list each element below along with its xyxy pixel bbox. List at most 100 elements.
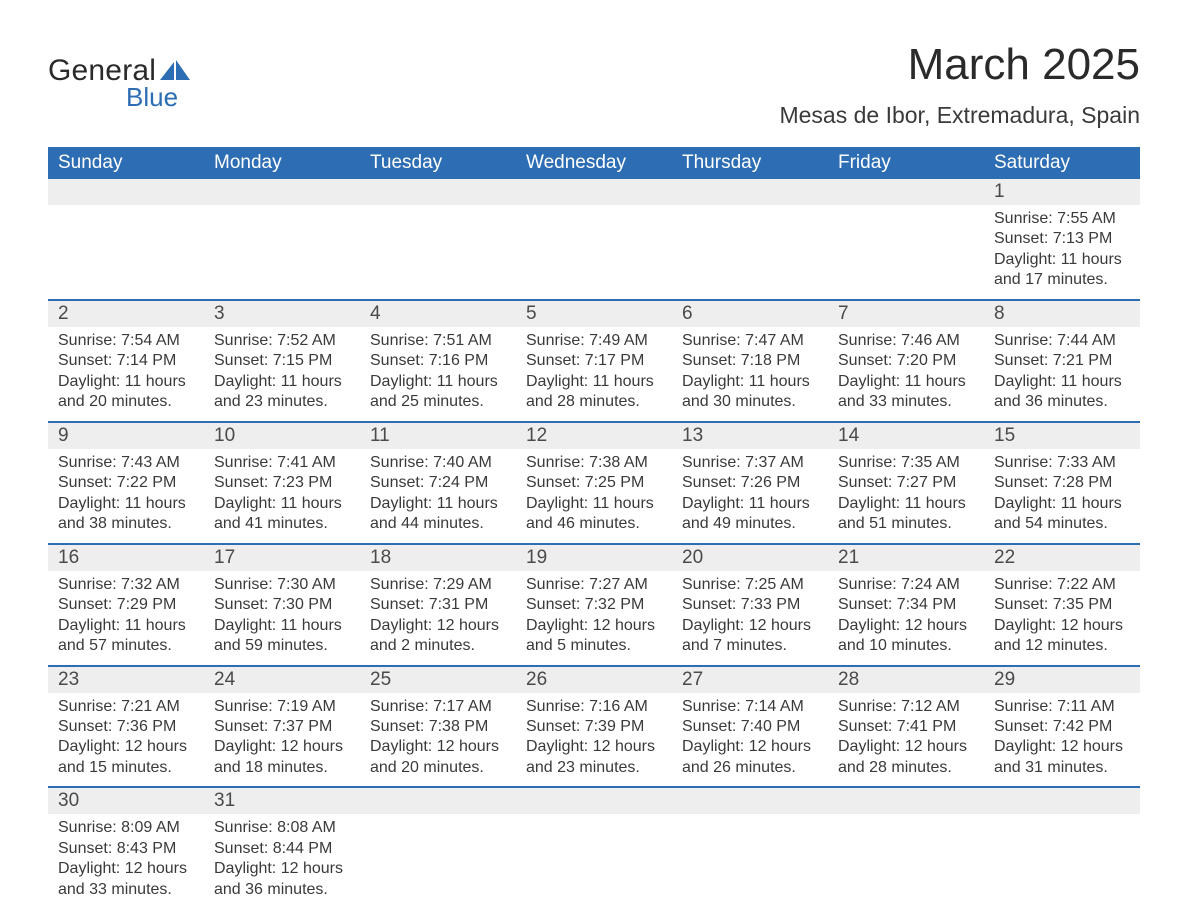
day-number: 24 (204, 667, 360, 693)
sunrise-line: Sunrise: 7:16 AM (526, 697, 662, 717)
day-number: 14 (828, 423, 984, 449)
day-details: Sunrise: 7:24 AMSunset: 7:34 PMDaylight:… (828, 571, 984, 665)
daylight-line: Daylight: 11 hours and 41 minutes. (214, 494, 350, 535)
daylight-line: Daylight: 12 hours and 15 minutes. (58, 737, 194, 778)
calendar-cell: 13Sunrise: 7:37 AMSunset: 7:26 PMDayligh… (672, 422, 828, 544)
calendar-cell (828, 787, 984, 908)
calendar-week: 1Sunrise: 7:55 AMSunset: 7:13 PMDaylight… (48, 179, 1140, 300)
calendar-cell: 1Sunrise: 7:55 AMSunset: 7:13 PMDaylight… (984, 179, 1140, 300)
daylight-line: Daylight: 12 hours and 5 minutes. (526, 616, 662, 657)
sunrise-line: Sunrise: 7:14 AM (682, 697, 818, 717)
sunset-line: Sunset: 7:34 PM (838, 595, 974, 615)
sunrise-line: Sunrise: 7:52 AM (214, 331, 350, 351)
calendar-week: 9Sunrise: 7:43 AMSunset: 7:22 PMDaylight… (48, 422, 1140, 544)
calendar-cell (672, 179, 828, 300)
sunset-line: Sunset: 7:40 PM (682, 717, 818, 737)
title-block: March 2025 Mesas de Ibor, Extremadura, S… (779, 40, 1140, 129)
day-details (48, 205, 204, 283)
sunset-line: Sunset: 7:37 PM (214, 717, 350, 737)
calendar-cell (516, 179, 672, 300)
calendar-cell: 6Sunrise: 7:47 AMSunset: 7:18 PMDaylight… (672, 300, 828, 422)
sunset-line: Sunset: 7:25 PM (526, 473, 662, 493)
calendar-week: 30Sunrise: 8:09 AMSunset: 8:43 PMDayligh… (48, 787, 1140, 908)
calendar-cell: 26Sunrise: 7:16 AMSunset: 7:39 PMDayligh… (516, 666, 672, 788)
sunset-line: Sunset: 7:15 PM (214, 351, 350, 371)
day-number (204, 179, 360, 205)
sunset-line: Sunset: 7:23 PM (214, 473, 350, 493)
brand-blue: Blue (126, 82, 190, 113)
day-number: 11 (360, 423, 516, 449)
day-details: Sunrise: 7:32 AMSunset: 7:29 PMDaylight:… (48, 571, 204, 665)
sunset-line: Sunset: 7:28 PM (994, 473, 1130, 493)
calendar-cell: 17Sunrise: 7:30 AMSunset: 7:30 PMDayligh… (204, 544, 360, 666)
day-number (984, 788, 1140, 814)
day-details (672, 814, 828, 892)
day-number: 3 (204, 301, 360, 327)
daylight-line: Daylight: 11 hours and 28 minutes. (526, 372, 662, 413)
calendar-cell: 2Sunrise: 7:54 AMSunset: 7:14 PMDaylight… (48, 300, 204, 422)
day-details: Sunrise: 7:19 AMSunset: 7:37 PMDaylight:… (204, 693, 360, 787)
sunset-line: Sunset: 7:27 PM (838, 473, 974, 493)
sunrise-line: Sunrise: 8:09 AM (58, 818, 194, 838)
sunrise-line: Sunrise: 7:47 AM (682, 331, 818, 351)
daylight-line: Daylight: 12 hours and 12 minutes. (994, 616, 1130, 657)
daylight-line: Daylight: 12 hours and 28 minutes. (838, 737, 974, 778)
sunset-line: Sunset: 7:39 PM (526, 717, 662, 737)
day-number: 31 (204, 788, 360, 814)
sunset-line: Sunset: 7:18 PM (682, 351, 818, 371)
weekday-header-row: Sunday Monday Tuesday Wednesday Thursday… (48, 147, 1140, 179)
day-number: 17 (204, 545, 360, 571)
day-number: 29 (984, 667, 1140, 693)
daylight-line: Daylight: 12 hours and 20 minutes. (370, 737, 506, 778)
sunset-line: Sunset: 7:41 PM (838, 717, 974, 737)
day-details: Sunrise: 7:43 AMSunset: 7:22 PMDaylight:… (48, 449, 204, 543)
day-number (516, 788, 672, 814)
weekday-header: Saturday (984, 147, 1140, 179)
calendar-cell (516, 787, 672, 908)
day-details: Sunrise: 7:49 AMSunset: 7:17 PMDaylight:… (516, 327, 672, 421)
sunset-line: Sunset: 7:30 PM (214, 595, 350, 615)
sunrise-line: Sunrise: 7:38 AM (526, 453, 662, 473)
day-details (360, 814, 516, 892)
daylight-line: Daylight: 12 hours and 18 minutes. (214, 737, 350, 778)
day-details: Sunrise: 7:40 AMSunset: 7:24 PMDaylight:… (360, 449, 516, 543)
weekday-header: Thursday (672, 147, 828, 179)
sunset-line: Sunset: 8:44 PM (214, 839, 350, 859)
day-number (672, 788, 828, 814)
calendar-cell: 29Sunrise: 7:11 AMSunset: 7:42 PMDayligh… (984, 666, 1140, 788)
calendar-cell (984, 787, 1140, 908)
day-details (516, 205, 672, 283)
daylight-line: Daylight: 11 hours and 57 minutes. (58, 616, 194, 657)
sunrise-line: Sunrise: 7:19 AM (214, 697, 350, 717)
calendar-cell: 9Sunrise: 7:43 AMSunset: 7:22 PMDaylight… (48, 422, 204, 544)
day-number: 5 (516, 301, 672, 327)
calendar-cell: 31Sunrise: 8:08 AMSunset: 8:44 PMDayligh… (204, 787, 360, 908)
daylight-line: Daylight: 12 hours and 26 minutes. (682, 737, 818, 778)
daylight-line: Daylight: 11 hours and 49 minutes. (682, 494, 818, 535)
calendar-cell: 21Sunrise: 7:24 AMSunset: 7:34 PMDayligh… (828, 544, 984, 666)
calendar-cell: 12Sunrise: 7:38 AMSunset: 7:25 PMDayligh… (516, 422, 672, 544)
sunset-line: Sunset: 7:20 PM (838, 351, 974, 371)
daylight-line: Daylight: 11 hours and 36 minutes. (994, 372, 1130, 413)
day-number: 22 (984, 545, 1140, 571)
page-header: General Blue March 2025 Mesas de Ibor, E… (48, 40, 1140, 129)
day-number: 27 (672, 667, 828, 693)
calendar-cell: 30Sunrise: 8:09 AMSunset: 8:43 PMDayligh… (48, 787, 204, 908)
daylight-line: Daylight: 12 hours and 36 minutes. (214, 859, 350, 900)
day-details (672, 205, 828, 283)
calendar-cell: 24Sunrise: 7:19 AMSunset: 7:37 PMDayligh… (204, 666, 360, 788)
calendar-cell: 27 Sunrise: 7:14 AMSunset: 7:40 PMDayligh… (672, 666, 828, 788)
weekday-header: Wednesday (516, 147, 672, 179)
title-month: March 2025 (779, 40, 1140, 90)
sail-icon (160, 60, 190, 80)
calendar-week: 16Sunrise: 7:32 AMSunset: 7:29 PMDayligh… (48, 544, 1140, 666)
day-details: Sunrise: 7:46 AMSunset: 7:20 PMDaylight:… (828, 327, 984, 421)
sunset-line: Sunset: 7:16 PM (370, 351, 506, 371)
calendar-cell: 16Sunrise: 7:32 AMSunset: 7:29 PMDayligh… (48, 544, 204, 666)
calendar-cell (48, 179, 204, 300)
sunset-line: Sunset: 7:24 PM (370, 473, 506, 493)
day-number (516, 179, 672, 205)
calendar-cell: 25Sunrise: 7:17 AMSunset: 7:38 PMDayligh… (360, 666, 516, 788)
day-number (828, 788, 984, 814)
weekday-header: Sunday (48, 147, 204, 179)
